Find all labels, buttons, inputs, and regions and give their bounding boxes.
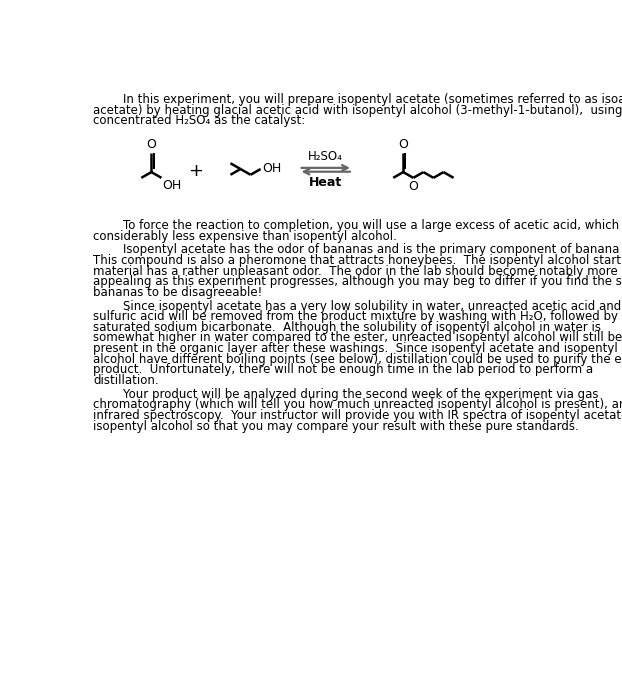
Text: present in the organic layer after these washings.  Since isopentyl acetate and : present in the organic layer after these… (93, 342, 618, 355)
Text: distillation.: distillation. (93, 374, 159, 387)
Text: sulfuric acid will be removed from the product mixture by washing with H₂O, foll: sulfuric acid will be removed from the p… (93, 310, 618, 323)
Text: chromatography (which will tell you how much unreacted isopentyl alcohol is pres: chromatography (which will tell you how … (93, 398, 622, 412)
Text: O: O (146, 138, 156, 151)
Text: OH: OH (262, 162, 281, 175)
Text: H₂SO₄: H₂SO₄ (309, 150, 343, 163)
Text: To force the reaction to completion, you will use a large excess of acetic acid,: To force the reaction to completion, you… (93, 219, 622, 232)
Text: Your product will be analyzed during the second week of the experiment via gas: Your product will be analyzed during the… (93, 388, 599, 400)
Text: isopentyl alcohol so that you may compare your result with these pure standards.: isopentyl alcohol so that you may compar… (93, 419, 579, 433)
Text: This compound is also a pheromone that attracts honeybees.  The isopentyl alcoho: This compound is also a pheromone that a… (93, 254, 622, 267)
Text: alcohol have different boiling points (see below), distillation could be used to: alcohol have different boiling points (s… (93, 353, 622, 365)
Text: O: O (409, 180, 418, 193)
Text: +: + (188, 162, 203, 179)
Text: OH: OH (162, 178, 182, 192)
Text: considerably less expensive than isopentyl alcohol.: considerably less expensive than isopent… (93, 230, 397, 243)
Text: acetate) by heating glacial acetic acid with isopentyl alcohol (3-methyl-1-butan: acetate) by heating glacial acetic acid … (93, 104, 622, 117)
Text: appealing as this experiment progresses, although you may beg to differ if you f: appealing as this experiment progresses,… (93, 275, 622, 288)
Text: material has a rather unpleasant odor.  The odor in the lab should become notabl: material has a rather unpleasant odor. T… (93, 265, 618, 278)
Text: product.  Unfortunately, there will not be enough time in the lab period to perf: product. Unfortunately, there will not b… (93, 363, 593, 377)
Text: bananas to be disagreeable!: bananas to be disagreeable! (93, 286, 262, 299)
Text: concentrated H₂SO₄ as the catalyst:: concentrated H₂SO₄ as the catalyst: (93, 115, 305, 127)
Text: Heat: Heat (309, 176, 342, 189)
Text: In this experiment, you will prepare isopentyl acetate (sometimes referred to as: In this experiment, you will prepare iso… (93, 93, 622, 106)
Text: infrared spectroscopy.  Your instructor will provide you with IR spectra of isop: infrared spectroscopy. Your instructor w… (93, 409, 622, 422)
Text: O: O (398, 138, 408, 151)
Text: Since isopentyl acetate has a very low solubility in water, unreacted acetic aci: Since isopentyl acetate has a very low s… (93, 300, 621, 313)
Text: saturated sodium bicarbonate.  Although the solubility of isopentyl alcohol in w: saturated sodium bicarbonate. Although t… (93, 321, 601, 334)
Text: somewhat higher in water compared to the ester, unreacted isopentyl alcohol will: somewhat higher in water compared to the… (93, 332, 622, 344)
Text: Isopentyl acetate has the odor of bananas and is the primary component of banana: Isopentyl acetate has the odor of banana… (93, 244, 622, 256)
